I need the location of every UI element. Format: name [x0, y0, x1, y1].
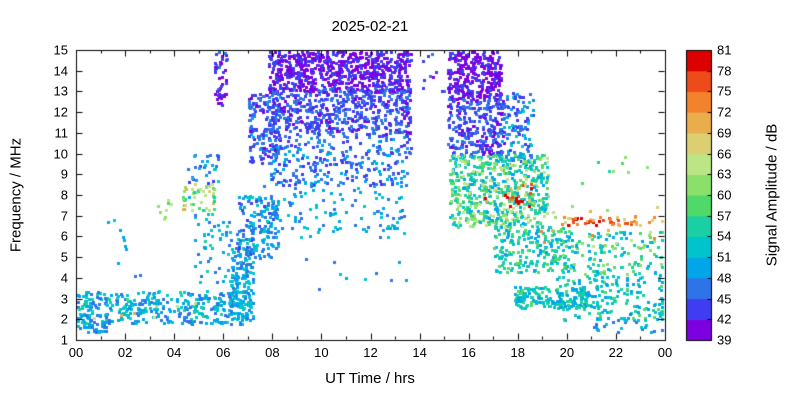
colorbar-tick-label: 54 — [717, 228, 732, 244]
x-tick-label: 10 — [314, 345, 329, 360]
colorbar-tick-label: 48 — [717, 270, 732, 286]
colorbar-tick-label: 45 — [717, 291, 732, 307]
y-tick-label: 4 — [60, 270, 68, 286]
x-tick-label: 04 — [166, 345, 182, 360]
y-tick-label: 15 — [53, 42, 68, 58]
colorbar-tick-label: 57 — [717, 208, 732, 224]
x-tick-label: 16 — [461, 345, 476, 360]
y-tick-label: 12 — [53, 104, 68, 120]
chart-title: 2025-02-21 — [331, 18, 409, 35]
y-tick-label: 7 — [60, 208, 68, 224]
x-tick-label: 18 — [510, 345, 525, 360]
colorbar-tick-label: 75 — [717, 83, 732, 99]
x-axis-label: UT Time / hrs — [325, 370, 415, 387]
y-tick-label: 14 — [53, 63, 68, 79]
colorbar-tick-label: 78 — [717, 63, 732, 79]
y-tick-label: 11 — [54, 125, 69, 141]
x-tick-label: 12 — [363, 345, 378, 360]
y-tick-label: 5 — [60, 249, 68, 265]
colorbar-tick-label: 39 — [717, 332, 732, 348]
x-tick-label: 00 — [657, 345, 673, 360]
x-tick-label: 22 — [608, 345, 624, 360]
y-tick-label: 3 — [60, 291, 68, 307]
y-tick-label: 6 — [60, 228, 68, 244]
colorbar-tick-label: 51 — [717, 249, 732, 265]
colorbar-tick-label: 66 — [717, 146, 732, 162]
x-tick-label: 06 — [216, 345, 231, 360]
colorbar-tick-label: 69 — [717, 125, 732, 141]
y-tick-label: 10 — [53, 146, 68, 162]
y-tick-label: 9 — [60, 166, 68, 182]
x-tick-label: 14 — [412, 345, 427, 360]
y-tick-label: 13 — [53, 83, 68, 99]
x-tick-label: 20 — [559, 345, 575, 360]
y-tick-label: 1 — [60, 332, 68, 348]
colorbar-tick-label: 63 — [717, 166, 732, 182]
y-axis-label: Frequency / MHz — [7, 137, 25, 253]
x-tick-label: 02 — [117, 345, 133, 360]
colorbar-tick-label: 60 — [717, 187, 732, 203]
colorbar-label: Signal Amplitude / dB — [763, 123, 781, 267]
y-tick-label: 8 — [60, 187, 68, 203]
colorbar-tick-label: 81 — [717, 42, 732, 58]
colorbar-tick-label: 42 — [717, 311, 732, 327]
y-tick-label: 2 — [60, 311, 68, 327]
x-tick-label: 00 — [68, 345, 84, 360]
colorbar-tick-label: 72 — [717, 104, 732, 120]
x-tick-label: 08 — [265, 345, 280, 360]
